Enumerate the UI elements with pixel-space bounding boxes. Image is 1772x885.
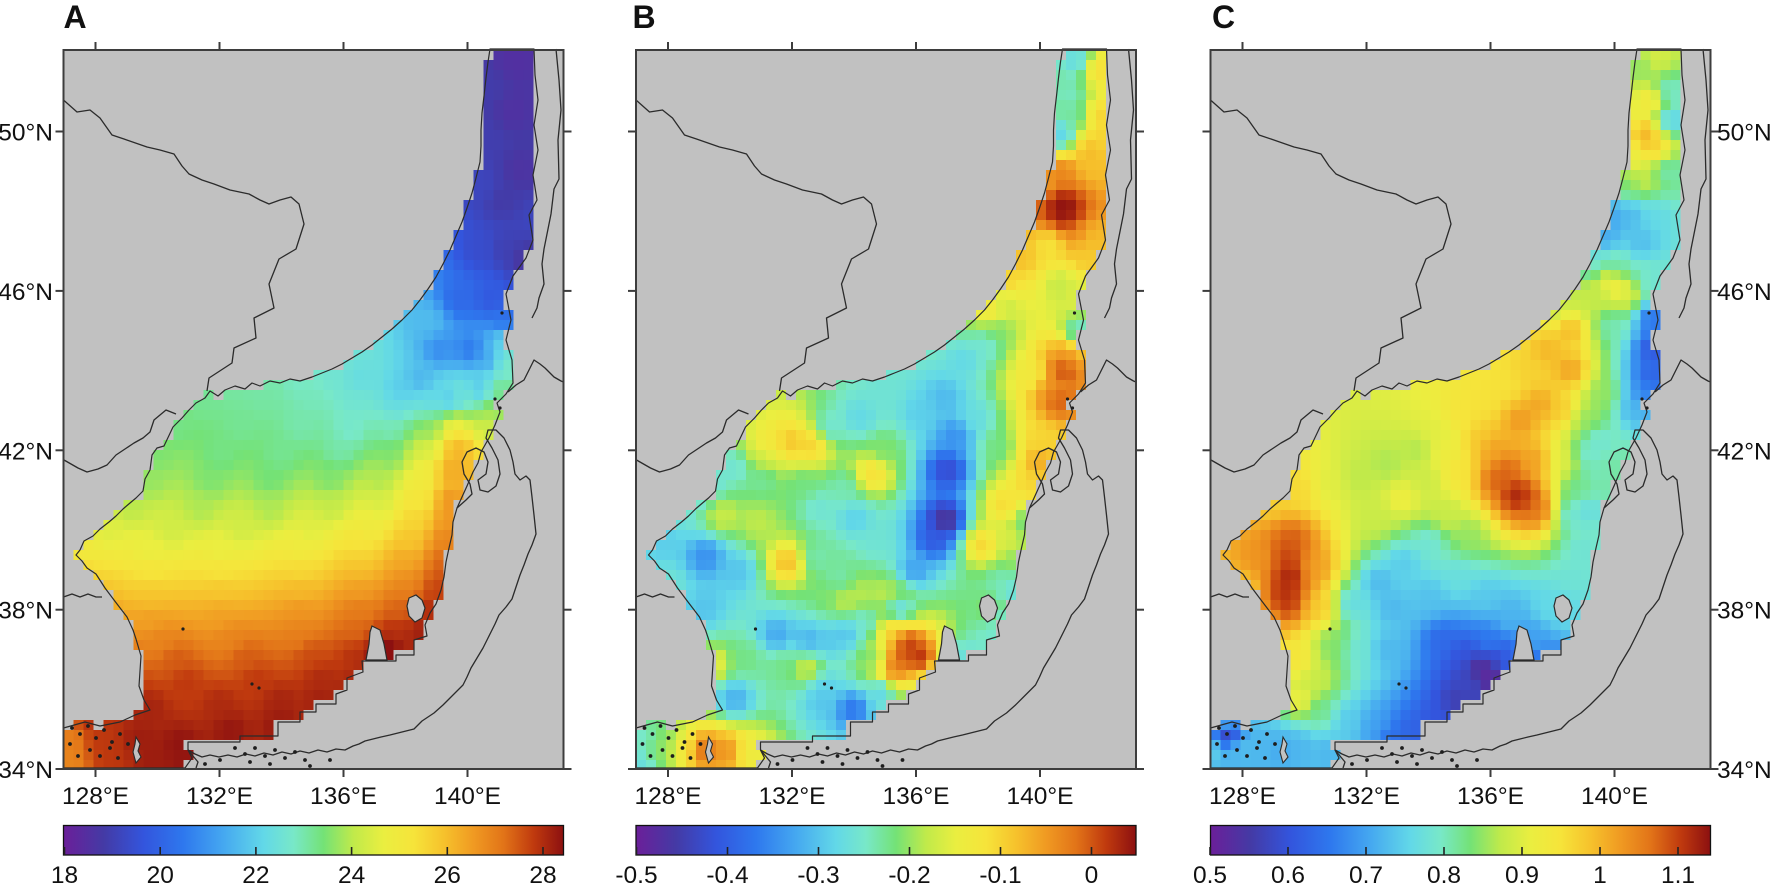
svg-text:140°E: 140°E [1006, 783, 1073, 810]
svg-text:46°N: 46°N [1717, 279, 1772, 306]
svg-text:22: 22 [242, 862, 269, 885]
svg-text:A: A [64, 0, 87, 35]
svg-text:136°E: 136°E [310, 783, 377, 810]
svg-text:-0.3: -0.3 [797, 862, 839, 885]
svg-text:42°N: 42°N [0, 438, 53, 465]
svg-text:42°N: 42°N [1717, 438, 1772, 465]
svg-text:0.8: 0.8 [1427, 862, 1461, 885]
svg-text:28: 28 [529, 862, 556, 885]
svg-text:50°N: 50°N [0, 120, 53, 147]
svg-text:136°E: 136°E [1457, 783, 1524, 810]
svg-text:-0.4: -0.4 [706, 862, 748, 885]
svg-text:18: 18 [51, 862, 78, 885]
svg-text:24: 24 [338, 862, 365, 885]
svg-text:136°E: 136°E [882, 783, 949, 810]
svg-text:38°N: 38°N [0, 598, 53, 625]
svg-text:-0.5: -0.5 [615, 862, 657, 885]
svg-text:34°N: 34°N [0, 757, 53, 784]
svg-text:46°N: 46°N [0, 279, 53, 306]
svg-text:-0.2: -0.2 [888, 862, 930, 885]
svg-text:128°E: 128°E [634, 783, 701, 810]
svg-text:132°E: 132°E [186, 783, 253, 810]
svg-text:132°E: 132°E [1333, 783, 1400, 810]
svg-text:-0.1: -0.1 [979, 862, 1021, 885]
svg-text:1: 1 [1593, 862, 1607, 885]
svg-text:50°N: 50°N [1717, 120, 1772, 147]
svg-text:1.1: 1.1 [1661, 862, 1695, 885]
svg-text:34°N: 34°N [1717, 757, 1772, 784]
svg-text:0.7: 0.7 [1349, 862, 1383, 885]
svg-text:140°E: 140°E [1581, 783, 1648, 810]
svg-text:132°E: 132°E [758, 783, 825, 810]
svg-text:B: B [633, 0, 656, 35]
svg-text:0.9: 0.9 [1505, 862, 1539, 885]
svg-text:0.5: 0.5 [1193, 862, 1227, 885]
svg-text:26: 26 [434, 862, 461, 885]
svg-text:20: 20 [147, 862, 174, 885]
svg-text:38°N: 38°N [1717, 598, 1772, 625]
svg-text:128°E: 128°E [1209, 783, 1276, 810]
svg-text:140°E: 140°E [434, 783, 501, 810]
svg-text:128°E: 128°E [62, 783, 129, 810]
svg-text:0.6: 0.6 [1271, 862, 1305, 885]
svg-text:C: C [1212, 0, 1235, 35]
svg-text:0: 0 [1085, 862, 1099, 885]
